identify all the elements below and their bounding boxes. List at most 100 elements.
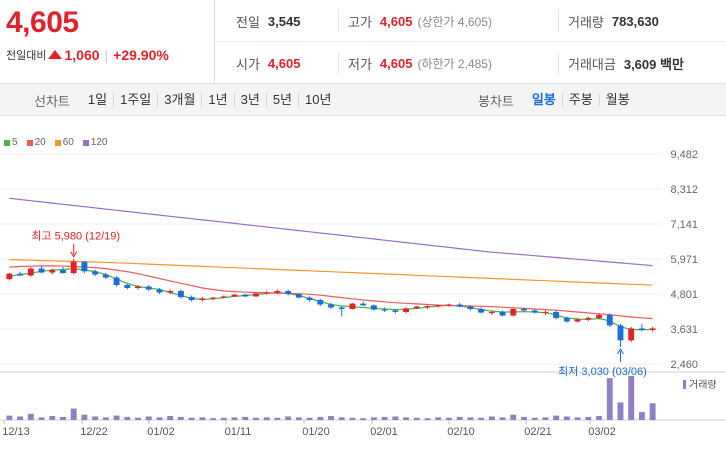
- candle-body: [92, 271, 99, 275]
- ma-line-ma120: [9, 197, 653, 267]
- candle-body: [424, 305, 431, 307]
- candle-body: [435, 305, 442, 307]
- price-box: 4,605 전일대비 1,060 | +29.90%: [0, 0, 215, 84]
- period-1y[interactable]: 1년: [201, 93, 233, 106]
- price-change: 전일대비 1,060 | +29.90%: [6, 47, 169, 63]
- lower-limit: (하한가 2,485): [417, 56, 492, 71]
- candle-body: [381, 309, 388, 311]
- candle-body: [38, 268, 45, 273]
- volume-bar: [177, 416, 184, 420]
- period-10y[interactable]: 10년: [298, 93, 337, 106]
- volume-bar: [628, 376, 635, 420]
- x-tick-label: 12/22: [80, 426, 108, 438]
- volume-bar: [220, 417, 227, 420]
- candle-body: [456, 304, 463, 307]
- period-1d[interactable]: 1일: [87, 92, 108, 107]
- candle-body: [531, 310, 538, 313]
- volume-bar: [113, 415, 120, 420]
- volume-bar: [295, 417, 302, 420]
- volume-legend-swatch: [683, 380, 686, 389]
- volume-bar: [574, 417, 581, 420]
- candle-body: [606, 314, 613, 326]
- candle-monthly[interactable]: 월봉: [598, 93, 636, 106]
- candle-body: [628, 328, 635, 341]
- candle-body: [17, 273, 24, 276]
- volume-bar: [638, 412, 645, 420]
- summary-row-1: 전일 3,545 고가 4,605 (상한가 4,605) 거래량 783,63…: [216, 0, 726, 42]
- volume-bar: [70, 408, 77, 420]
- volume-bar: [274, 417, 281, 420]
- volume-bar: [338, 417, 345, 420]
- volume-label: 거래량: [568, 14, 604, 30]
- divider: [338, 10, 339, 32]
- volume-bar: [188, 417, 195, 420]
- volume-bar: [521, 416, 527, 420]
- prev-close-label: 전일: [236, 14, 260, 30]
- x-tick-label: 02/21: [524, 426, 552, 438]
- period-3y[interactable]: 3년: [233, 93, 266, 106]
- trade-value-value: 3,609 백만: [623, 56, 684, 72]
- period-3m[interactable]: 3개월: [157, 93, 201, 106]
- candle-body: [242, 294, 249, 297]
- line-chart-periods: 선차트 1일 1주일 3개월 1년 3년 5년 10년: [34, 84, 337, 116]
- volume: 거래량 783,630: [568, 0, 659, 42]
- volume-bar: [553, 415, 560, 420]
- candle-body: [403, 308, 409, 312]
- volume-bar: [306, 417, 313, 420]
- volume-bar: [499, 417, 506, 420]
- volume-value: 783,630: [611, 13, 659, 29]
- upper-limit: (상한가 4,605): [417, 14, 492, 29]
- x-tick-label: 03/02: [588, 426, 616, 438]
- volume-bar: [649, 403, 656, 420]
- candle-body: [638, 328, 645, 330]
- volume-bar: [17, 416, 24, 420]
- summary-row-2: 시가 4,605 저가 4,605 (하한가 2,485) 거래대금 3,609…: [216, 42, 726, 84]
- volume-bar: [563, 416, 570, 420]
- prev-close: 전일 3,545: [236, 0, 300, 42]
- volume-bar: [49, 416, 56, 420]
- period-toolbar: 선차트 1일 1주일 3개월 1년 3년 5년 10년 봉차트 일봉 주봉 월봉: [0, 84, 726, 116]
- y-tick-label: 9,482: [670, 149, 698, 161]
- period-1w[interactable]: 1주일: [113, 93, 157, 106]
- candle-chart-periods: 봉차트 일봉 주봉 월봉: [478, 84, 636, 116]
- up-arrow-icon: [48, 49, 63, 59]
- high-price: 고가 4,605 (상한가 4,605): [348, 0, 492, 42]
- change-label: 전일대비: [6, 50, 47, 62]
- candle-body: [328, 304, 334, 308]
- low-annotation: 최저 3,030 (03/06): [558, 365, 647, 378]
- candle-daily[interactable]: 일봉: [531, 92, 556, 107]
- x-tick-label: 01/20: [302, 426, 330, 438]
- candle-body: [145, 286, 152, 290]
- volume-bar: [210, 418, 217, 420]
- volume-bar: [231, 417, 238, 420]
- candle-body: [60, 270, 66, 274]
- divider: [338, 52, 339, 74]
- candle-body: [49, 270, 56, 273]
- volume-bar: [456, 416, 463, 420]
- y-tick-label: 3,631: [670, 324, 698, 336]
- volume-bar: [467, 417, 474, 420]
- volume-bar: [317, 416, 324, 420]
- y-tick-label: 5,971: [670, 254, 698, 266]
- volume-bar: [285, 416, 292, 420]
- volume-bar: [242, 416, 249, 420]
- low-value: 4,605: [379, 55, 413, 71]
- volume-bar: [606, 378, 613, 420]
- candle-body: [102, 274, 109, 278]
- candle-body: [478, 308, 485, 313]
- open-value: 4,605: [267, 55, 301, 71]
- volume-bar: [542, 417, 549, 420]
- candle-body: [199, 298, 206, 301]
- candle-body: [124, 285, 131, 289]
- candlestick-chart: 9,482 8,312 7,141 5,971 4,801 3,631 2,460 최고 5,…: [0, 149, 726, 438]
- open-label: 시가: [236, 56, 260, 72]
- candle-weekly[interactable]: 주봉: [561, 93, 599, 106]
- volume-bar: [124, 416, 131, 420]
- period-5y[interactable]: 5년: [265, 93, 298, 106]
- open-price: 시가 4,605: [236, 42, 300, 84]
- volume-bar: [6, 415, 13, 420]
- candle-body: [574, 319, 581, 322]
- volume-bar: [585, 416, 592, 420]
- candle-body: [177, 291, 184, 298]
- candle-body: [392, 310, 399, 312]
